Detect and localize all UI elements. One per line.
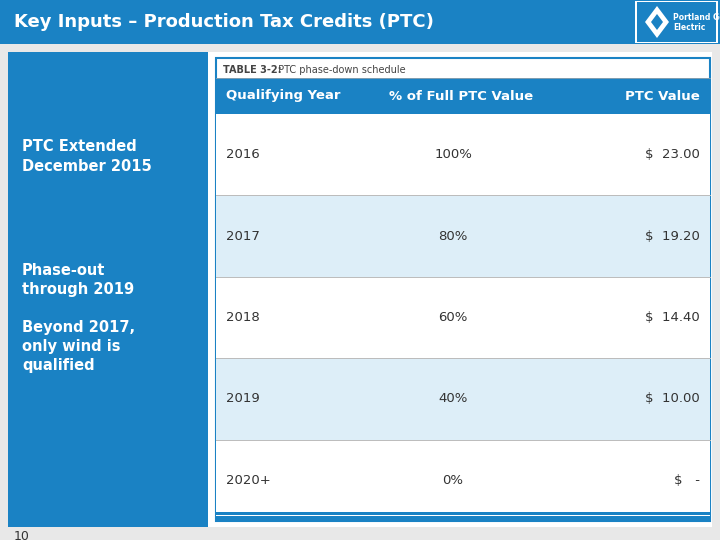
Text: 60%: 60% xyxy=(438,311,468,324)
Bar xyxy=(8,52,208,527)
Text: Electric: Electric xyxy=(673,24,706,32)
Bar xyxy=(216,114,710,195)
Bar xyxy=(216,440,710,521)
Bar xyxy=(216,516,710,521)
Text: Qualifying Year: Qualifying Year xyxy=(226,90,341,103)
Text: 40%: 40% xyxy=(438,393,468,406)
Bar xyxy=(637,2,716,42)
Bar xyxy=(635,1,718,43)
Bar xyxy=(0,0,720,44)
Text: Portland General: Portland General xyxy=(673,14,720,23)
Text: PTC phase-down schedule: PTC phase-down schedule xyxy=(275,65,405,75)
Text: 2016: 2016 xyxy=(226,148,260,161)
Text: % of Full PTC Value: % of Full PTC Value xyxy=(389,90,533,103)
Text: Beyond 2017,
only wind is
qualified: Beyond 2017, only wind is qualified xyxy=(22,320,135,373)
Text: PTC Value: PTC Value xyxy=(625,90,700,103)
Bar xyxy=(216,358,710,440)
Text: 2018: 2018 xyxy=(226,311,260,324)
Text: $   -: $ - xyxy=(674,474,700,487)
Bar xyxy=(8,52,712,527)
Bar xyxy=(216,78,710,114)
Text: 2020+: 2020+ xyxy=(226,474,271,487)
Text: $  23.00: $ 23.00 xyxy=(645,148,700,161)
Text: TABLE 3-2:: TABLE 3-2: xyxy=(223,65,282,75)
Text: 80%: 80% xyxy=(438,230,468,242)
Text: 2019: 2019 xyxy=(226,393,260,406)
Polygon shape xyxy=(651,14,663,30)
Text: 2017: 2017 xyxy=(226,230,260,242)
Text: $  14.40: $ 14.40 xyxy=(645,311,700,324)
Text: 0%: 0% xyxy=(443,474,464,487)
Text: Phase-out
through 2019: Phase-out through 2019 xyxy=(22,263,134,297)
Bar xyxy=(216,512,710,515)
Bar xyxy=(216,195,710,277)
Text: $  10.00: $ 10.00 xyxy=(645,393,700,406)
Text: $  19.20: $ 19.20 xyxy=(645,230,700,242)
Text: 100%: 100% xyxy=(434,148,472,161)
Bar xyxy=(216,277,710,358)
Text: PTC Extended
December 2015: PTC Extended December 2015 xyxy=(22,139,152,173)
Text: Key Inputs – Production Tax Credits (PTC): Key Inputs – Production Tax Credits (PTC… xyxy=(14,13,434,31)
Text: 10: 10 xyxy=(14,530,30,540)
Bar xyxy=(216,58,710,521)
Polygon shape xyxy=(645,6,669,38)
